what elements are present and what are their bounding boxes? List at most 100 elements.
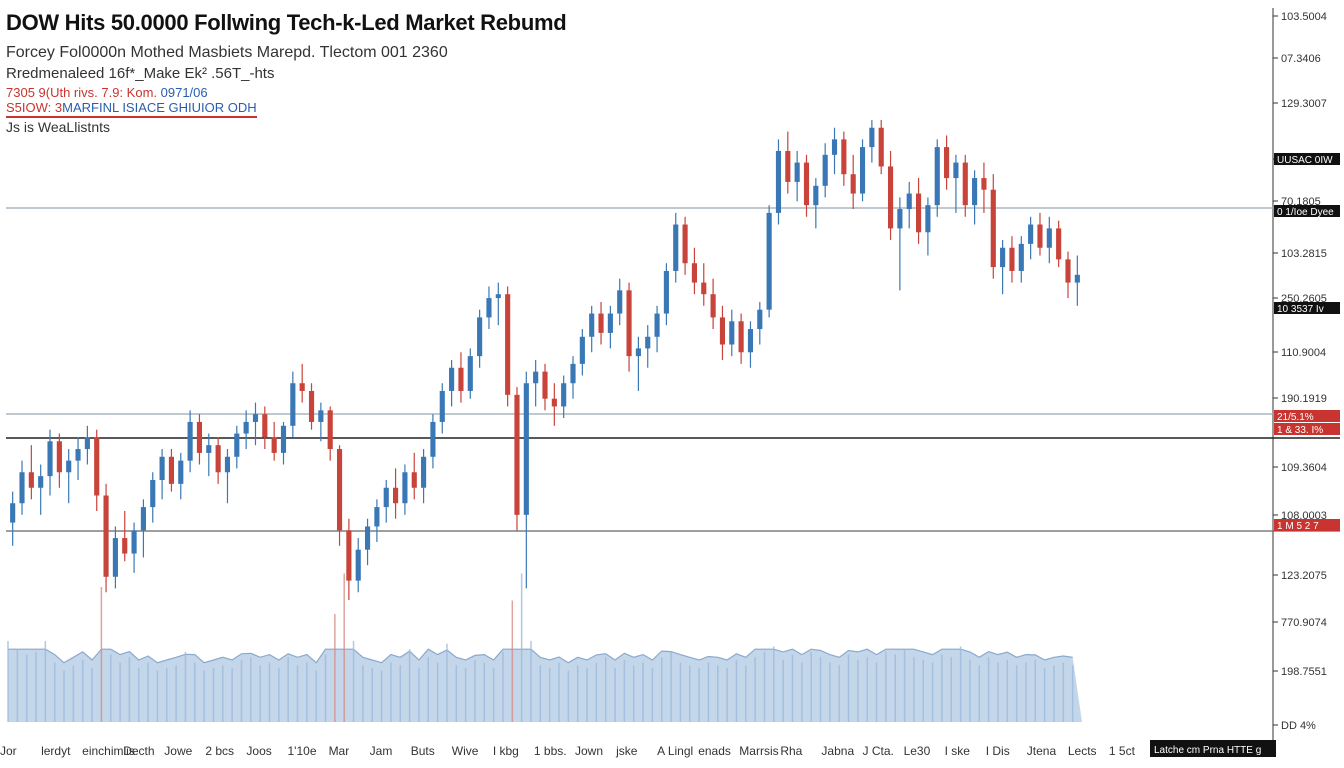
candle-body — [991, 190, 996, 267]
candle-body — [729, 321, 734, 344]
x-tick-label: jske — [615, 744, 638, 758]
candle-body — [402, 472, 407, 503]
y-tick-label: 103.5004 — [1281, 11, 1327, 23]
candle-body — [384, 488, 389, 507]
candle-body — [598, 314, 603, 333]
candle-body — [813, 186, 818, 205]
x-tick-label: lerdyt — [41, 744, 71, 758]
candle-body — [496, 294, 501, 298]
level-badge-text: 10 3537 Iv — [1277, 304, 1324, 315]
x-tick-label: Joos — [246, 744, 271, 758]
candle-body — [963, 163, 968, 206]
candle-body — [393, 488, 398, 503]
x-tick-label: I ske — [945, 744, 971, 758]
candle-body — [1065, 259, 1070, 282]
candle-body — [851, 174, 856, 193]
candle-body — [421, 457, 426, 488]
x-tick-label: Jown — [575, 744, 603, 758]
candle-body — [412, 472, 417, 487]
candle-body — [636, 348, 641, 356]
candle-body — [1037, 225, 1042, 248]
level-badge-text: 0 1/Ioe Dyee — [1277, 207, 1334, 218]
candle-body — [216, 445, 221, 472]
candle-body — [141, 507, 146, 530]
candle-body — [10, 503, 15, 522]
candle-body — [244, 422, 249, 434]
footer-badge-text: Latche cm Prna HTTE g — [1154, 745, 1261, 756]
y-tick-label: 123.2075 — [1281, 570, 1327, 582]
candle-body — [113, 538, 118, 577]
candle-body — [626, 290, 631, 356]
candle-body — [328, 410, 333, 449]
candle-body — [1047, 228, 1052, 247]
y-tick-label: 110.9004 — [1281, 347, 1326, 359]
candle-body — [785, 151, 790, 182]
candle-body — [701, 283, 706, 295]
candle-body — [440, 391, 445, 422]
candle-body — [561, 383, 566, 406]
y-tick-label: 07.3406 — [1281, 53, 1321, 65]
candle-body — [767, 213, 772, 310]
y-tick-label: DD 4% — [1281, 720, 1316, 732]
y-tick-label: 770.9074 — [1281, 617, 1327, 629]
candle-body — [832, 139, 837, 154]
candle-body — [281, 426, 286, 453]
candle-body — [477, 317, 482, 356]
candle-body — [94, 437, 99, 495]
x-tick-label: Buts — [411, 744, 435, 758]
candle-body — [804, 163, 809, 206]
candle-body — [253, 414, 258, 422]
candle-body — [1075, 275, 1080, 283]
x-tick-label: 1 bbs. — [534, 744, 567, 758]
candle-body — [337, 449, 342, 530]
candle-body — [430, 422, 435, 457]
x-tick-label: enads — [698, 744, 731, 758]
candle-body — [374, 507, 379, 526]
candle-body — [57, 441, 62, 472]
candle-body — [664, 271, 669, 314]
level-badge-text: 1 & 33. I% — [1277, 425, 1323, 436]
candle-body — [169, 457, 174, 484]
candle-body — [47, 441, 52, 476]
x-tick-label: Wive — [452, 744, 479, 758]
candle-body — [318, 410, 323, 422]
candle-body — [608, 314, 613, 333]
x-tick-label: I Dis — [986, 744, 1010, 758]
candle-body — [132, 530, 137, 553]
candle-body — [823, 155, 828, 186]
candle-body — [356, 550, 361, 581]
y-tick-label: 129.3007 — [1281, 98, 1327, 110]
candle-body — [262, 414, 267, 437]
candle-body — [103, 495, 108, 576]
y-tick-label: 190.1919 — [1281, 393, 1327, 405]
candle-body — [673, 225, 678, 271]
x-tick-label: I kbg — [493, 744, 519, 758]
x-tick-label: Rha — [780, 744, 802, 758]
candle-body — [449, 368, 454, 391]
candle-body — [1028, 225, 1033, 244]
y-tick-label: 198.7551 — [1281, 666, 1327, 678]
candle-body — [19, 472, 24, 503]
candle-body — [75, 449, 80, 461]
candle-body — [748, 329, 753, 352]
candle-body — [458, 368, 463, 391]
x-tick-label: 2 bcs — [205, 744, 234, 758]
candle-body — [1000, 248, 1005, 267]
candle-body — [85, 437, 90, 449]
x-tick-label: Decth — [123, 744, 154, 758]
candle-body — [981, 178, 986, 190]
candle-body — [897, 209, 902, 228]
candle-body — [309, 391, 314, 422]
candle-body — [365, 526, 370, 549]
candle-body — [272, 437, 277, 452]
candle-body — [888, 166, 893, 228]
candle-body — [944, 147, 949, 178]
candle-body — [925, 205, 930, 232]
candle-body — [346, 530, 351, 580]
level-badge-text: UUSAC 0IW — [1277, 155, 1333, 166]
candle-body — [514, 395, 519, 515]
candle-body — [711, 294, 716, 317]
x-tick-label: A Lingl — [657, 744, 693, 758]
candle-body — [290, 383, 295, 426]
